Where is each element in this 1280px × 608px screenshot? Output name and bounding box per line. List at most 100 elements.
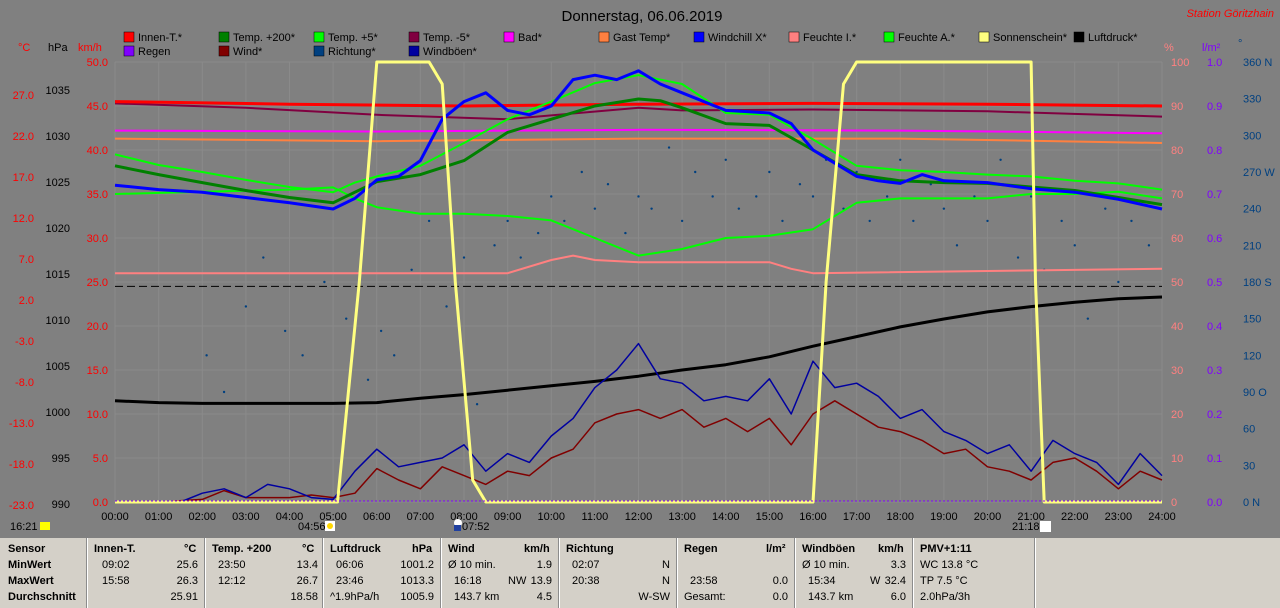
celsius-tick-label: -13.0: [9, 418, 34, 430]
direction-point: [781, 219, 784, 223]
time-tick-label: 09:00: [494, 511, 522, 523]
direction-tick-label: 30: [1243, 460, 1255, 472]
lm2-tick-label: 0.5: [1207, 277, 1222, 289]
wind-min-label: Ø 10 min.: [448, 559, 496, 571]
time-tick-label: 06:00: [363, 511, 391, 523]
direction-point: [1060, 219, 1063, 223]
pmv-pressure-trend: 2.0hPa/3h: [920, 591, 971, 603]
percent-tick-label: 90: [1171, 101, 1183, 113]
time-axis: 00:00 01:00 02:00 03:00 04:00 05:00 06:00 07:00…: [101, 511, 1176, 523]
left-axes: 27.0 22.0 17.0 12.0 7.0 2.0 -3.0 -8.0 -13.0 -18.0…: [9, 57, 108, 512]
unit-percent: %: [1164, 42, 1174, 54]
direction-point: [1016, 256, 1020, 259]
station-name: Station Göritzhain: [1187, 8, 1274, 20]
time-tick-label: 24:00: [1148, 511, 1176, 523]
direction-point: [393, 354, 396, 357]
direction-point: [724, 158, 727, 161]
direction-point: [929, 183, 932, 186]
time-tick-label: 22:00: [1061, 511, 1089, 523]
direction-point: [536, 231, 540, 235]
direction-point: [737, 207, 741, 210]
hpa-tick-label: 1020: [46, 223, 70, 235]
direction-tick-label: 270 W: [1243, 167, 1275, 179]
legend-label-13: Wind*: [233, 46, 263, 58]
celsius-tick-label: -23.0: [9, 500, 34, 512]
legend-swatch-10: [978, 31, 990, 43]
time-tick-label: 04:00: [276, 511, 304, 523]
time-tick-label: 10:00: [537, 511, 565, 523]
innen-max-value: 26.3: [176, 575, 198, 587]
direction-point: [366, 378, 370, 381]
direction-tick-label: 60: [1243, 424, 1255, 436]
wind-avg-value: 4.5: [536, 591, 552, 603]
innen-title: Innen-T.: [94, 543, 136, 555]
richtung-min-time: 02:07: [572, 559, 600, 571]
temp200-title: Temp. +200: [212, 543, 272, 555]
lm2-tick-label: 0.1: [1207, 453, 1222, 465]
celsius-tick-label: -8.0: [15, 377, 34, 389]
kmh-tick-label: 5.0: [93, 453, 108, 465]
direction-tick-label: 120: [1243, 350, 1261, 362]
unit-hpa: hPa: [48, 42, 68, 54]
time-tick-label: 15:00: [756, 511, 784, 523]
regen-total-label: Gesamt:: [684, 591, 726, 603]
direction-point: [262, 256, 265, 259]
direction-point: [1130, 219, 1133, 223]
time-tick-label: 16:00: [799, 511, 827, 523]
temp200-unit: °C: [302, 543, 315, 555]
direction-tick-label: 360 N: [1243, 57, 1272, 69]
direction-tick-label: 330: [1243, 94, 1261, 106]
percent-tick-label: 0: [1171, 497, 1177, 509]
percent-tick-label: 30: [1171, 365, 1183, 377]
hpa-tick-label: 1025: [46, 177, 70, 189]
direction-point: [580, 170, 583, 174]
hpa-tick-label: 995: [52, 453, 70, 465]
axis-units: °C hPa km/h % l/m² °: [18, 38, 1242, 54]
direction-point: [899, 158, 902, 161]
regen-max-time: 23:58: [690, 575, 718, 587]
stats-pmv-column: PMV+1:11 WC 13.8 °C TP 7.5 °C 2.0hPa/3h: [914, 538, 1034, 608]
direction-point: [563, 219, 566, 223]
direction-point: [885, 195, 889, 198]
direction-point: [493, 244, 496, 247]
pmv-title: PMV+1:11: [920, 543, 972, 555]
direction-point: [519, 256, 522, 259]
percent-tick-label: 20: [1171, 409, 1183, 421]
unit-celsius: °C: [18, 42, 30, 54]
direction-point: [550, 195, 553, 198]
direction-point: [680, 219, 684, 223]
celsius-tick-label: 27.0: [13, 90, 34, 102]
legend-swatch-9: [883, 31, 895, 43]
direction-point: [667, 146, 671, 149]
legend-label-9: Feuchte A.*: [898, 32, 956, 44]
stats-richtung-column: Richtung 02:07 N 20:38 N W-SW: [560, 538, 676, 608]
windboeen-unit: km/h: [878, 543, 904, 555]
windboeen-max-direction: W: [870, 575, 881, 587]
luftdruck-unit: hPa: [412, 543, 433, 555]
direction-point: [222, 390, 226, 394]
direction-tick-label: 90 O: [1243, 387, 1267, 399]
richtung-min-value: N: [662, 559, 670, 571]
temp200-max-value: 26.7: [296, 575, 318, 587]
series-line-temp-5-: [114, 102, 1163, 121]
luftdruck-title: Luftdruck: [330, 543, 381, 555]
luftdruck-min-value: 1001.2: [400, 559, 434, 571]
time-tick-label: 14:00: [712, 511, 740, 523]
kmh-tick-label: 20.0: [87, 321, 108, 333]
direction-point: [912, 219, 915, 223]
hpa-tick-label: 1035: [46, 85, 70, 97]
celsius-tick-label: 2.0: [19, 295, 34, 307]
moonset-icon: [40, 522, 50, 530]
kmh-tick-label: 40.0: [87, 145, 108, 157]
direction-point: [811, 195, 815, 198]
time-tick-label: 13:00: [668, 511, 696, 523]
wind-min-value: 1.9: [536, 559, 552, 571]
percent-tick-label: 100: [1171, 57, 1189, 69]
legend-swatch-7: [693, 31, 705, 43]
temp200-max-time: 12:12: [218, 575, 246, 587]
lm2-tick-label: 0.0: [1207, 497, 1222, 509]
lm2-tick-label: 1.0: [1207, 57, 1222, 69]
direction-tick-label: 240: [1243, 204, 1261, 216]
percent-tick-label: 10: [1171, 453, 1183, 465]
stats-windboeen-column: Windböen km/h Ø 10 min. 3.3 15:34 W 32.4…: [796, 538, 912, 608]
